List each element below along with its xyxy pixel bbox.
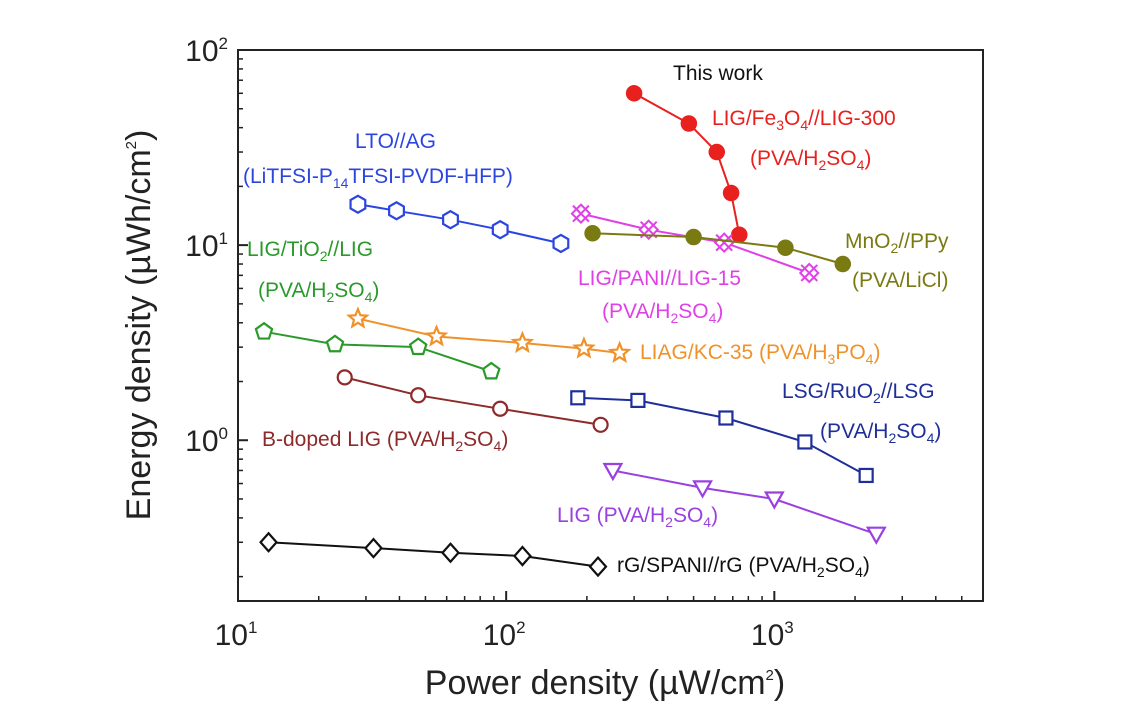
x-tick-label: 101 [215,618,258,652]
data-point [865,526,887,545]
x-axis-title: Power density (µW/cm2) [425,664,785,702]
y-tick-label: 100 [185,424,228,458]
data-point [408,337,428,356]
data-point [718,410,734,426]
data-point [492,400,509,417]
data-point [510,330,535,354]
data-point [607,340,632,364]
annotation-mno2-2: (PVA/LiCl) [852,269,948,292]
x-tick-label: 102 [483,618,526,652]
data-point [512,545,532,567]
data-point [570,390,586,406]
series-1 [349,194,570,254]
data-point [388,200,405,221]
annotation-lto-2: (LiTFSI-P14TFSI-PVDF-HFP) [243,165,513,191]
data-point [692,480,713,499]
series-line [268,541,599,568]
series-line [263,330,492,373]
data-point [858,467,874,484]
series-line [612,469,877,536]
series-9 [259,531,608,578]
series-line [344,376,601,426]
annotations-layer: This work LIG/Fe3O4//LIG-300 (PVA/H2SO4) LT… [243,62,949,580]
data-point [722,184,740,202]
annotation-mno2-1: MnO2//PPy [845,230,949,256]
data-point [363,537,383,559]
data-point [588,555,608,578]
data-point [325,334,345,353]
series-line [592,232,844,265]
data-point [602,462,624,482]
series-7 [570,390,874,484]
annotation-pani-1: LIG/PANI//LIG-15 [578,267,741,290]
annotation-tio2-2: (PVA/H2SO4) [258,279,379,305]
data-point [572,336,596,359]
data-point [442,209,459,230]
data-point [491,219,509,240]
data-point [584,225,601,242]
data-point [410,387,427,404]
series-4 [254,321,501,380]
plot-area [237,49,984,602]
series-0 [625,85,748,244]
data-point [441,542,460,564]
data-point [570,203,592,225]
annotation-rg: rG/SPANI//rG (PVA/H2SO4) [617,554,870,580]
data-point [346,306,370,329]
data-point [349,194,367,215]
series-5 [346,306,632,364]
data-point [680,115,698,132]
annotation-lsg-1: LSG/RuO2//LSG [782,380,935,406]
annotation-tio2-1: LIG/TiO2//LIG [247,238,373,264]
y-tick-label: 101 [185,229,228,263]
annotation-this-work: This work [673,62,763,85]
annotation-lig: LIG (PVA/H2SO4) [557,504,718,530]
series-3 [584,225,852,273]
data-point [777,239,794,256]
data-point [713,232,735,254]
series-8 [602,462,887,545]
data-point [731,226,748,244]
annotation-lto-1: LTO//AG [355,130,436,153]
data-point [259,531,279,553]
data-point [798,262,820,284]
data-point [797,434,813,450]
data-point [708,143,726,161]
annotation-lsg-2: (PVA/H2SO4) [820,420,941,446]
data-point [685,228,702,246]
data-point [625,85,643,102]
data-point [630,392,646,409]
annotation-liag: LIAG/KC-35 (PVA/H3PO4) [640,341,880,367]
y-tick-label: 102 [185,34,228,68]
annotation-bdoped: B-doped LIG (PVA/H2SO4) [262,428,508,454]
data-point [481,361,501,380]
plot-frame [237,49,984,602]
series-layer [254,85,887,578]
data-point [336,369,353,386]
x-tick-label: 103 [751,618,794,652]
annotation-fe3o4-1: LIG/Fe3O4//LIG-300 [712,107,896,133]
data-point [834,255,852,273]
data-point [552,233,570,254]
data-point [763,491,785,510]
annotation-pani-2: (PVA/H2SO4) [602,300,723,326]
annotation-fe3o4-2: (PVA/H2SO4) [750,147,871,173]
data-point [254,321,274,340]
data-point [592,416,609,433]
y-axis-title: Energy density (µWh/cm2) [120,130,158,521]
ticks-layer: 101 102 103 100 101 102 [185,34,984,652]
series-6 [336,369,609,433]
data-point [424,324,449,347]
